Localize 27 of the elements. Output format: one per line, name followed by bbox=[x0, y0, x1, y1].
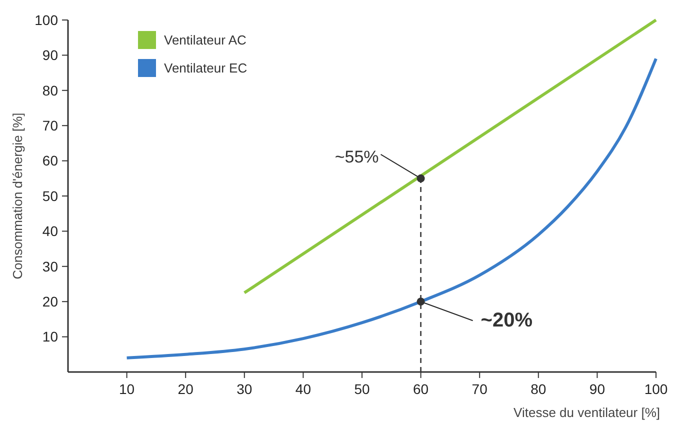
y-tick-label: 90 bbox=[42, 47, 58, 64]
y-tick-label: 20 bbox=[42, 294, 58, 310]
y-tick-label: 40 bbox=[42, 223, 58, 240]
y-tick-label: 30 bbox=[42, 258, 58, 274]
x-tick-label: 30 bbox=[236, 381, 252, 397]
annotation: ~20% bbox=[480, 310, 533, 332]
y-tick-label: 60 bbox=[42, 152, 58, 169]
x-tick-label: 50 bbox=[354, 381, 370, 397]
x-tick-label: 70 bbox=[472, 381, 488, 397]
y-tick-label: 50 bbox=[42, 188, 58, 204]
x-tick-label: 60 bbox=[413, 381, 429, 397]
x-tick-label: 80 bbox=[530, 381, 546, 397]
x-tick-label: 40 bbox=[295, 381, 312, 397]
line-series bbox=[125, 57, 658, 360]
x-axis-title: Vitesse du ventilateur [%] bbox=[514, 405, 660, 420]
x-tick-label: 10 bbox=[119, 381, 135, 397]
y-tick-label: 70 bbox=[42, 118, 58, 134]
legend-label: Ventilateur AC bbox=[164, 32, 246, 48]
x-tick-label: 90 bbox=[589, 381, 606, 397]
y-axis-title: Consommation d'énergie [%] bbox=[10, 112, 25, 280]
x-tick-label: 20 bbox=[178, 381, 194, 397]
y-tick-label: 80 bbox=[42, 82, 58, 98]
y-tick-label: 10 bbox=[42, 328, 58, 345]
y-tick-label: 100 bbox=[34, 12, 58, 28]
x-tick-label: 100 bbox=[644, 381, 668, 397]
annotation: ~55% bbox=[334, 147, 379, 166]
legend-label: Ventilateur EC bbox=[164, 60, 248, 76]
